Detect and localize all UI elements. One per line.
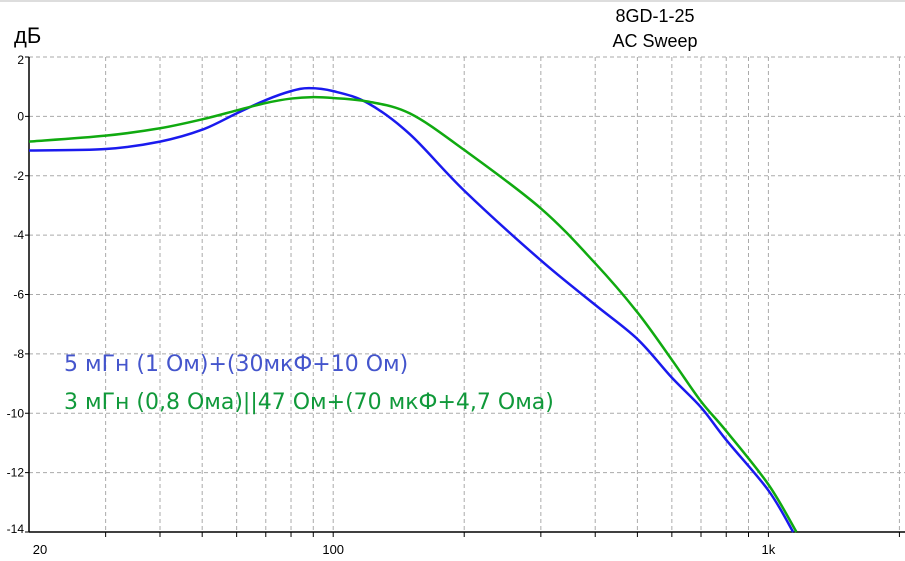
series-line-0 [28,86,795,533]
y-tick-label: -8 [13,347,24,361]
x-tick-label: 100 [322,542,344,557]
y-tick-label: -4 [13,228,24,242]
y-tick-label: -12 [7,466,25,480]
top-border [0,0,905,2]
chart-title: 8GD-1-25 [615,6,695,26]
series-label-green: 3 мГн (0,8 Ома)||47 Ом+(70 мкФ+4,7 Ома) [64,390,554,415]
y-tick-label: 0 [17,109,24,123]
y-tick-label: -6 [13,288,24,302]
x-tick-label: 1k [762,542,776,557]
series-label-blue: 5 мГн (1 Ом)+(30мкФ+10 Ом) [64,352,409,377]
y-axis-label: дБ [14,23,42,48]
y-tick-label: -10 [7,406,25,420]
y-tick-label: 2 [17,53,24,67]
y-tick-label: -2 [13,169,24,183]
x-tick-label: 20 [33,542,47,557]
chart-subtitle: AC Sweep [612,31,698,51]
series-line-1 [28,95,798,533]
y-tick-label: -14 [7,522,25,536]
